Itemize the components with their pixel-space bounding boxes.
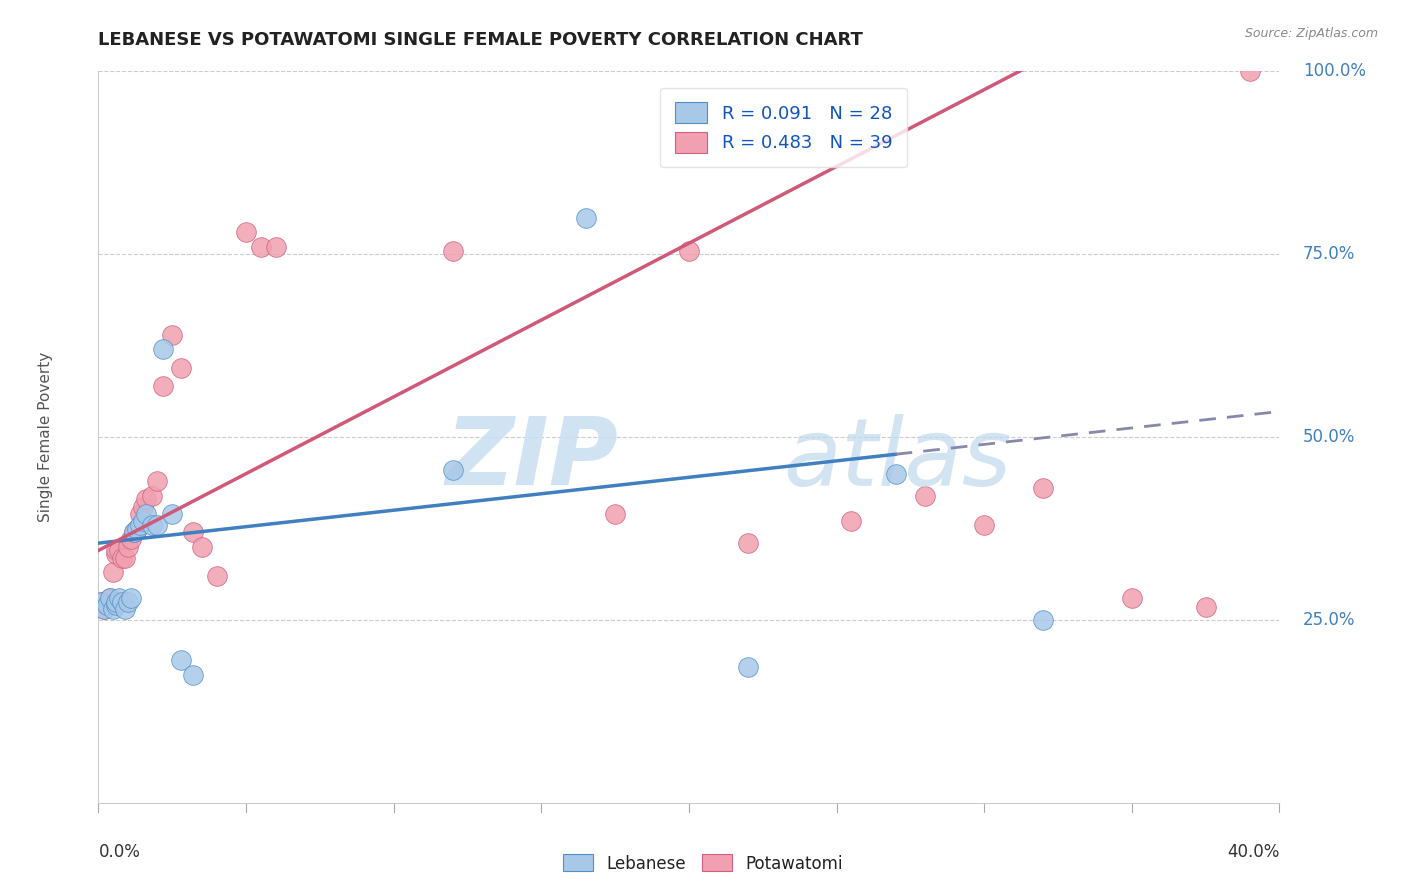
Point [103, 602, 125, 616]
Point [264, 240, 287, 254]
Point [884, 467, 907, 481]
Point [105, 547, 128, 561]
Point [98, 591, 121, 605]
Point [135, 507, 157, 521]
Point [678, 244, 700, 258]
Text: 75.0%: 75.0% [1303, 245, 1355, 263]
Text: 50.0%: 50.0% [1303, 428, 1355, 446]
Point [117, 594, 139, 608]
Point [132, 500, 155, 514]
Text: Single Female Poverty: Single Female Poverty [38, 352, 53, 522]
Point [105, 594, 128, 608]
Point [181, 667, 204, 681]
Point [235, 225, 257, 239]
Point [441, 244, 464, 258]
Point [1239, 64, 1261, 78]
Point [96, 599, 118, 613]
Point [162, 327, 183, 342]
Point [914, 489, 936, 503]
Point [120, 591, 142, 605]
Point [122, 525, 145, 540]
Point [205, 569, 228, 583]
Point [250, 240, 273, 254]
Point [170, 653, 193, 667]
Point [135, 492, 157, 507]
Point [141, 517, 163, 532]
Point [114, 550, 136, 565]
Point [191, 540, 214, 554]
Point [1195, 599, 1218, 614]
Text: Source: ZipAtlas.com: Source: ZipAtlas.com [1244, 27, 1378, 40]
Point [605, 507, 627, 521]
Point [96, 599, 118, 613]
Point [146, 474, 169, 488]
Point [93, 602, 115, 616]
Point [1032, 481, 1054, 495]
Point [152, 379, 174, 393]
Point [108, 543, 131, 558]
Point [181, 525, 204, 540]
Point [973, 517, 995, 532]
Point [737, 660, 759, 674]
Point [105, 543, 128, 558]
Point [152, 343, 174, 357]
Point [120, 533, 142, 547]
Text: atlas: atlas [783, 414, 1012, 505]
Point [125, 521, 148, 535]
Point [111, 594, 134, 608]
Point [111, 550, 134, 565]
Text: 100.0%: 100.0% [1303, 62, 1367, 80]
Text: 0.0%: 0.0% [98, 843, 141, 861]
Point [132, 514, 155, 528]
Point [114, 602, 136, 616]
Point [1032, 613, 1054, 627]
Point [1121, 591, 1143, 605]
Point [841, 514, 863, 528]
Point [128, 517, 150, 532]
Point [441, 463, 464, 477]
Legend: R = 0.091   N = 28, R = 0.483   N = 39: R = 0.091 N = 28, R = 0.483 N = 39 [661, 87, 907, 168]
Text: ZIP: ZIP [446, 413, 619, 505]
Text: LEBANESE VS POTAWATOMI SINGLE FEMALE POVERTY CORRELATION CHART: LEBANESE VS POTAWATOMI SINGLE FEMALE POV… [98, 31, 863, 49]
Point [108, 591, 131, 605]
Point [90, 594, 112, 608]
Legend: Lebanese, Potawatomi: Lebanese, Potawatomi [557, 847, 849, 880]
Text: 40.0%: 40.0% [1227, 843, 1279, 861]
Point [117, 540, 139, 554]
Point [125, 521, 148, 535]
Point [103, 566, 125, 580]
Point [170, 360, 193, 375]
Point [146, 517, 169, 532]
Text: 25.0%: 25.0% [1303, 611, 1355, 629]
Point [98, 591, 121, 605]
Point [128, 507, 150, 521]
Point [105, 599, 128, 613]
Point [90, 594, 112, 608]
Point [122, 525, 145, 540]
Point [141, 489, 163, 503]
Point [93, 602, 115, 616]
Point [162, 507, 183, 521]
Point [575, 211, 598, 225]
Point [737, 536, 759, 550]
